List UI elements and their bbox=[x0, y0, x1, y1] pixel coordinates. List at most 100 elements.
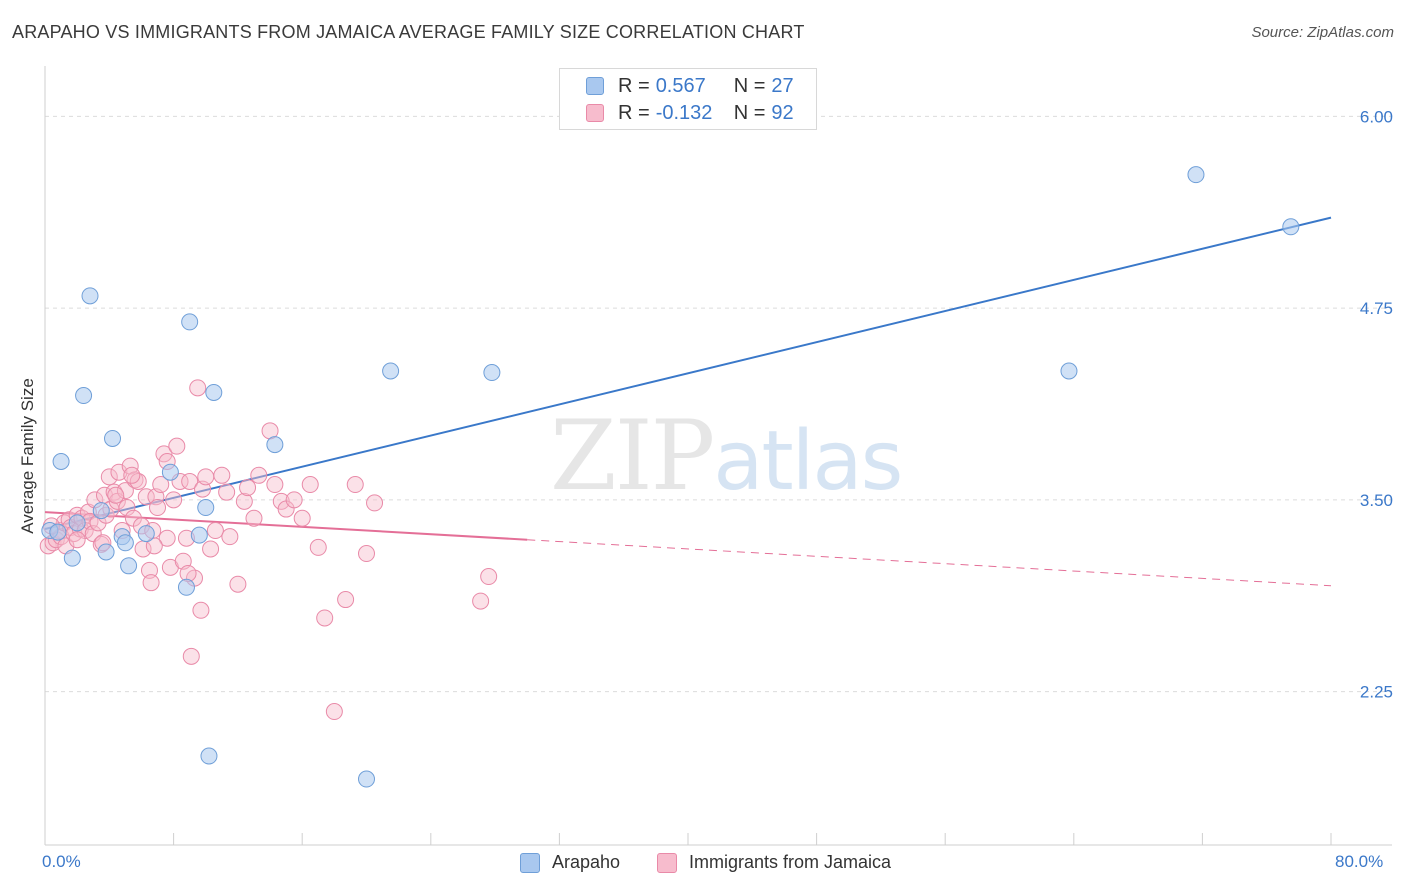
n-value: 92 bbox=[771, 101, 794, 124]
jamaica-point bbox=[472, 592, 490, 610]
jamaica-point bbox=[218, 483, 236, 501]
jamaica-point bbox=[197, 468, 215, 486]
arapaho-point bbox=[68, 514, 86, 532]
y-tick-label: 4.75 bbox=[1360, 299, 1393, 318]
arapaho-point bbox=[104, 429, 122, 447]
arapaho-point bbox=[1060, 362, 1078, 380]
jamaica-point bbox=[213, 466, 231, 484]
jamaica-point bbox=[149, 499, 167, 517]
jamaica-point bbox=[206, 522, 224, 540]
jamaica-point bbox=[145, 537, 163, 555]
arapaho-point bbox=[358, 770, 375, 788]
series-legend: Arapaho Immigrants from Jamaica bbox=[0, 852, 1406, 878]
arapaho-point bbox=[81, 287, 99, 305]
jamaica-point bbox=[325, 703, 343, 721]
y-tick-label: 3.50 bbox=[1360, 491, 1393, 510]
jamaica-point bbox=[137, 488, 155, 506]
jamaica-point bbox=[100, 468, 118, 486]
arapaho-point bbox=[200, 747, 218, 765]
jamaica-point bbox=[346, 476, 364, 494]
jamaica-point bbox=[181, 472, 199, 490]
arapaho-point bbox=[1187, 166, 1205, 184]
watermark-atlas: atlas bbox=[713, 414, 903, 509]
stats-legend-row-arapaho: R = 0.567 N = 27 bbox=[586, 74, 794, 98]
watermark: ZIPatlas bbox=[550, 400, 903, 512]
jamaica-point bbox=[480, 568, 498, 586]
watermark-zip: ZIP bbox=[550, 400, 715, 512]
chart-title: ARAPAHO VS IMMIGRANTS FROM JAMAICA AVERA… bbox=[12, 22, 805, 42]
arapaho-point bbox=[120, 557, 138, 575]
jamaica-point bbox=[142, 574, 160, 592]
jamaica-point bbox=[168, 437, 186, 455]
y-tick-label: 2.25 bbox=[1360, 683, 1393, 702]
jamaica-point bbox=[182, 647, 200, 665]
jamaica-point bbox=[202, 540, 220, 558]
arapaho-point bbox=[116, 534, 134, 552]
n-label: N = bbox=[733, 74, 766, 97]
jamaica-point bbox=[152, 476, 170, 494]
r-value: 0.567 bbox=[655, 74, 706, 97]
arapaho-point bbox=[190, 526, 208, 544]
jamaica-point bbox=[140, 561, 158, 579]
arapaho-point bbox=[266, 436, 284, 454]
jamaica-point bbox=[116, 482, 134, 500]
arapaho-point bbox=[63, 549, 81, 567]
arapaho-point bbox=[161, 463, 179, 481]
arapaho-point bbox=[97, 543, 115, 561]
arapaho-point bbox=[483, 364, 501, 382]
y-tick-labels: 2.25 3.50 4.75 6.00 bbox=[1360, 107, 1393, 701]
jamaica-point bbox=[221, 528, 239, 546]
jamaica-point bbox=[309, 538, 327, 556]
legend-item-jamaica[interactable]: Immigrants from Jamaica bbox=[657, 852, 891, 873]
jamaica-legend-swatch bbox=[657, 852, 677, 873]
jamaica-point bbox=[165, 491, 183, 509]
legend-label-arapaho: Arapaho bbox=[552, 852, 621, 872]
legend-item-arapaho[interactable]: Arapaho bbox=[520, 852, 620, 873]
x-tick-label-max: 80.0% bbox=[1335, 852, 1384, 871]
n-value: 27 bbox=[771, 74, 794, 97]
arapaho-point bbox=[137, 525, 155, 543]
arapaho-point bbox=[382, 362, 400, 380]
jamaica-point bbox=[358, 545, 375, 563]
r-label: R = bbox=[618, 74, 650, 97]
arapaho-point bbox=[75, 387, 93, 405]
stats-legend: R = 0.567 N = 27 R = -0.132 N = 92 bbox=[559, 68, 817, 130]
arapaho-point bbox=[49, 523, 67, 541]
jamaica-point bbox=[192, 601, 210, 619]
jamaica-point bbox=[337, 591, 355, 609]
y-axis-label: Average Family Size bbox=[18, 378, 37, 534]
jamaica-point bbox=[107, 486, 125, 504]
arapaho-point bbox=[52, 453, 70, 470]
arapaho-point bbox=[177, 578, 195, 596]
jamaica-swatch bbox=[586, 104, 604, 122]
stats-legend-row-jamaica: R = -0.132 N = 92 bbox=[586, 101, 794, 125]
r-value: -0.132 bbox=[655, 101, 713, 124]
arapaho-point bbox=[181, 313, 199, 331]
y-tick-label: 6.00 bbox=[1360, 107, 1393, 126]
jamaica-point bbox=[245, 509, 263, 527]
jamaica-point bbox=[123, 466, 141, 484]
arapaho-point bbox=[205, 383, 223, 401]
gridlines bbox=[45, 115, 1392, 693]
arapaho-trendline bbox=[44, 216, 1332, 530]
arapaho-point bbox=[1282, 218, 1300, 236]
jamaica-trendline bbox=[527, 539, 1332, 587]
arapaho-swatch bbox=[586, 77, 604, 95]
jamaica-point bbox=[239, 479, 257, 497]
trendlines bbox=[44, 216, 1332, 587]
arapaho-point bbox=[197, 499, 215, 517]
axes bbox=[44, 66, 1392, 846]
jamaica-point bbox=[293, 509, 311, 527]
jamaica-point bbox=[129, 472, 147, 490]
jamaica-point bbox=[250, 466, 268, 484]
jamaica-point bbox=[285, 491, 303, 509]
x-tick-label-min: 0.0% bbox=[42, 852, 81, 871]
arapaho-legend-swatch bbox=[520, 852, 540, 873]
jamaica-point bbox=[158, 529, 176, 547]
r-label: R = bbox=[618, 101, 650, 124]
jamaica-point bbox=[68, 531, 86, 549]
data-points bbox=[39, 166, 1300, 788]
jamaica-point bbox=[235, 492, 253, 510]
jamaica-point bbox=[118, 499, 136, 517]
